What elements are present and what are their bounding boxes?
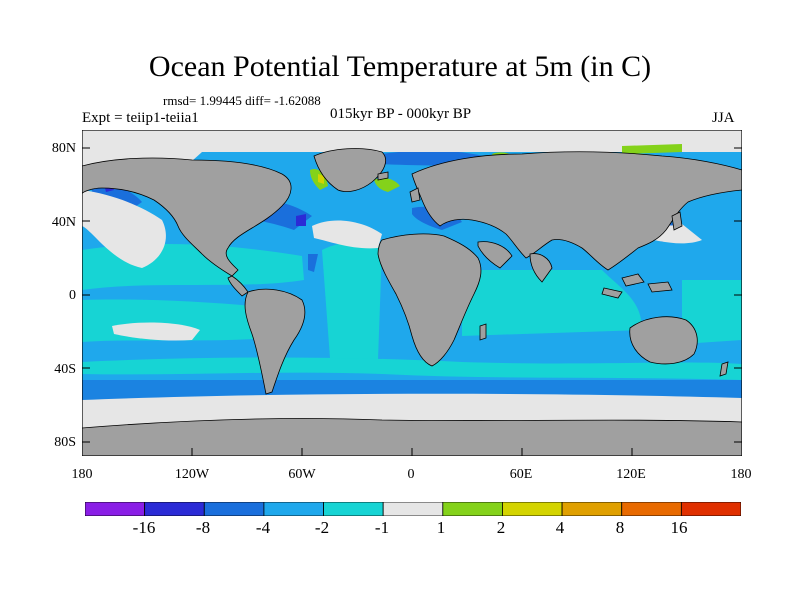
colorbar-label: -1 [374,518,390,537]
land-masses [82,148,742,456]
colorbar-label: -2 [314,518,330,537]
y-tick-label: 80N [51,141,76,156]
colorbar-label: 4 [555,518,565,537]
x-tick-label: 0 [407,467,415,482]
colorbar-box [680,502,741,516]
season-label: JJA [712,110,735,126]
axis-ticks [82,147,742,456]
colorbar-box [561,502,623,516]
colorbar-label: -16 [132,518,156,537]
x-tick-label: 180 [71,467,93,482]
colorbar-box [442,502,503,516]
y-tick-label: 80S [54,435,76,450]
x-tick-label: 60W [288,467,316,482]
map-title: Ocean Potential Temperature at 5m (in C) [148,50,652,83]
colorbar-label: 16 [670,518,688,537]
experiment-label: Expt = teiip1-teiia1 [82,110,199,126]
colorbar-label: -8 [195,518,211,537]
colorbar-box [621,502,682,516]
x-tick-label: 120E [616,467,646,482]
colorbar-box [502,502,563,516]
ocean-temperature-map [82,130,742,456]
warmer-patches [318,174,324,184]
colorbar-box [382,502,444,516]
stats-line: rmsd= 1.99445 diff= -1.62088 [163,93,321,108]
colorbar-box [144,502,205,516]
colorbar-label: 8 [615,518,625,537]
time-range-label: 015kyr BP - 000kyr BP [330,106,472,122]
colorbar [85,502,741,516]
x-tick-label: 60E [509,467,533,482]
x-tick-label: 180 [730,467,752,482]
y-tick-label: 40S [54,362,76,377]
x-tick-label: 120W [174,467,210,482]
colorbar-label: 2 [496,518,506,537]
colorbar-label: -4 [255,518,271,537]
colorbar-label: 1 [436,518,446,537]
colorbar-box [323,502,384,516]
y-tick-label: 0 [69,288,76,303]
colorbar-box [85,502,146,516]
colorbar-box [203,502,265,516]
y-tick-label: 40N [51,215,76,230]
colorbar-box [263,502,324,516]
light-ocean-bands [82,241,742,380]
